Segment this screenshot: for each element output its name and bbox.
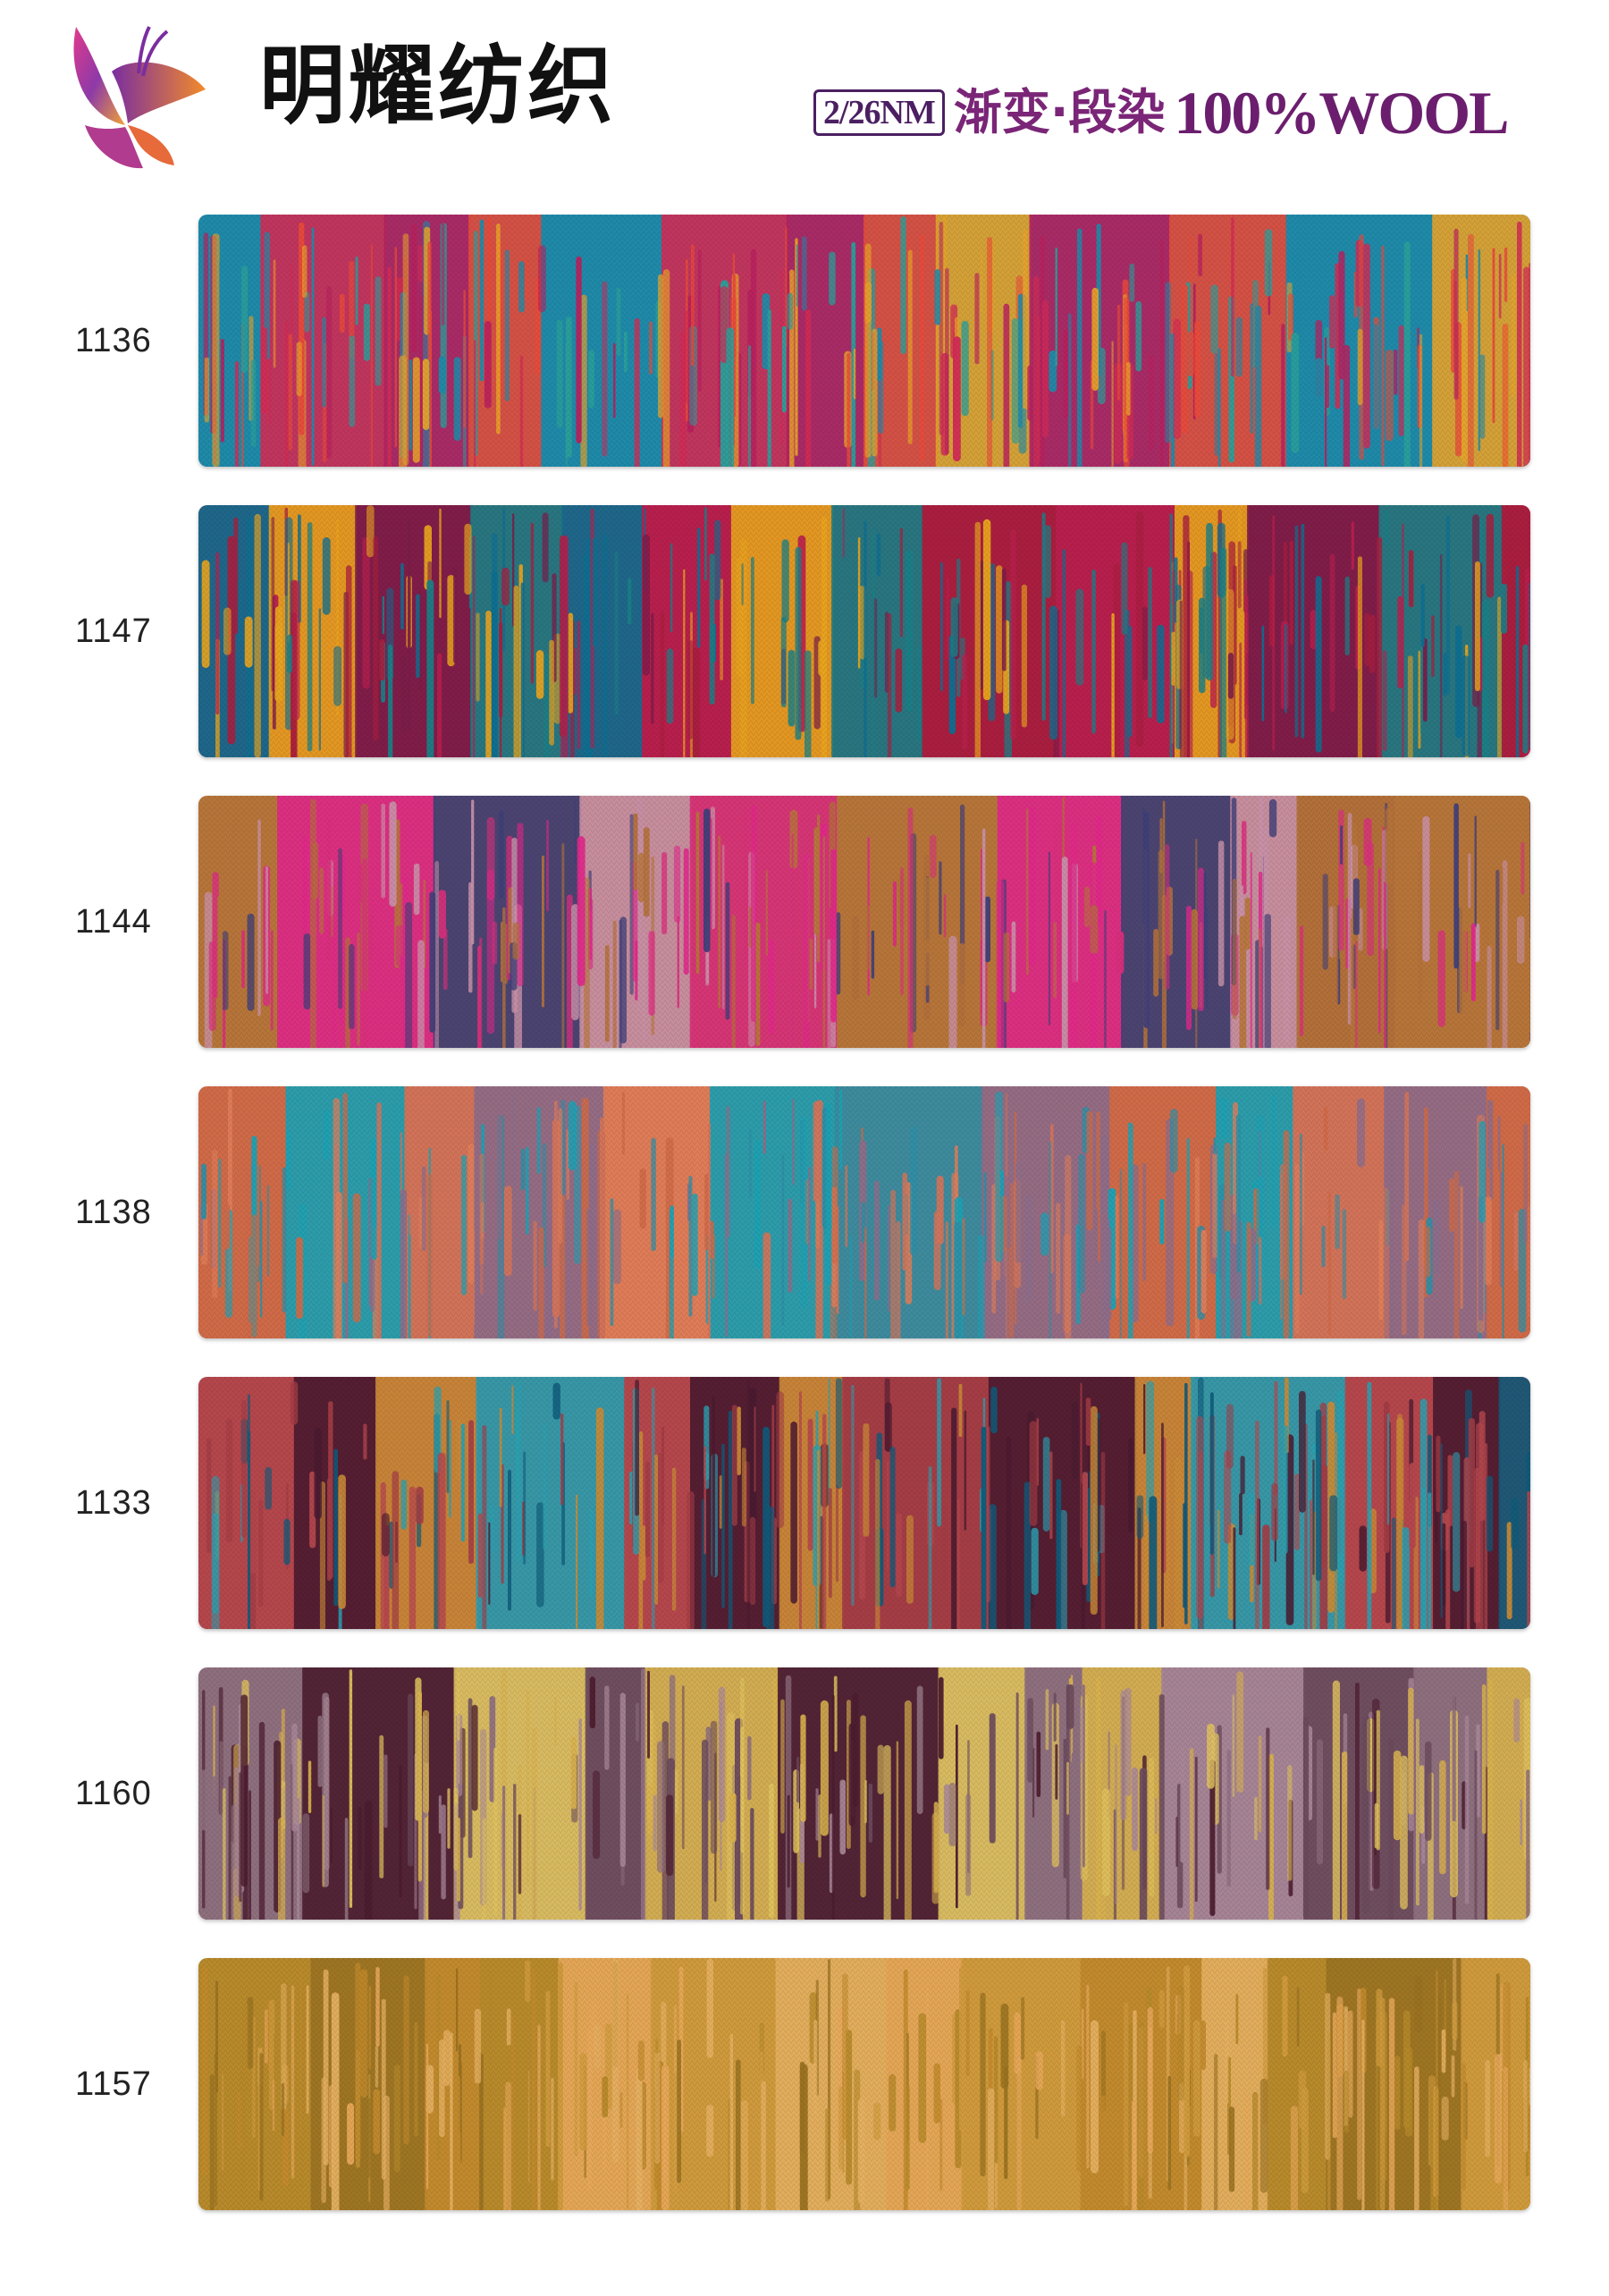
swatch-code: 1138 bbox=[75, 1193, 152, 1231]
swatch-row: 1144 bbox=[0, 796, 1609, 1048]
swatch-code: 1144 bbox=[75, 902, 152, 941]
brand-name: 明耀纺织 bbox=[259, 36, 617, 136]
yarn-swatch-image bbox=[198, 215, 1530, 467]
material-label: 100%WOOL bbox=[1174, 79, 1509, 147]
yarn-swatch-image bbox=[198, 1377, 1530, 1629]
swatch-row: 1138 bbox=[0, 1086, 1609, 1338]
yarn-swatch-image bbox=[198, 1958, 1530, 2210]
yarn-swatch-image bbox=[198, 1667, 1530, 1920]
header: 明耀纺织 2/26NM 渐变·段染 100%WOOL bbox=[0, 0, 1609, 188]
swatch-row: 1157 bbox=[0, 1958, 1609, 2210]
swatch-row: 1147 bbox=[0, 505, 1609, 757]
swatch-row: 1136 bbox=[0, 215, 1609, 467]
swatch-code: 1136 bbox=[75, 321, 152, 359]
yarn-swatch-image bbox=[198, 505, 1530, 757]
yarn-swatch-image bbox=[198, 796, 1530, 1048]
yarn-count-badge: 2/26NM bbox=[813, 89, 945, 136]
product-type-label: 渐变·段染 bbox=[953, 84, 1166, 140]
swatch-row: 1133 bbox=[0, 1377, 1609, 1629]
swatch-code: 1133 bbox=[75, 1483, 152, 1522]
butterfly-logo-icon bbox=[58, 18, 219, 179]
swatch-row: 1160 bbox=[0, 1667, 1609, 1920]
yarn-swatch-image bbox=[198, 1086, 1530, 1338]
swatch-code: 1160 bbox=[75, 1774, 152, 1812]
product-spec: 2/26NM 渐变·段染 100%WOOL bbox=[813, 77, 1510, 148]
swatch-code: 1157 bbox=[75, 2064, 152, 2103]
swatch-code: 1147 bbox=[75, 612, 152, 650]
